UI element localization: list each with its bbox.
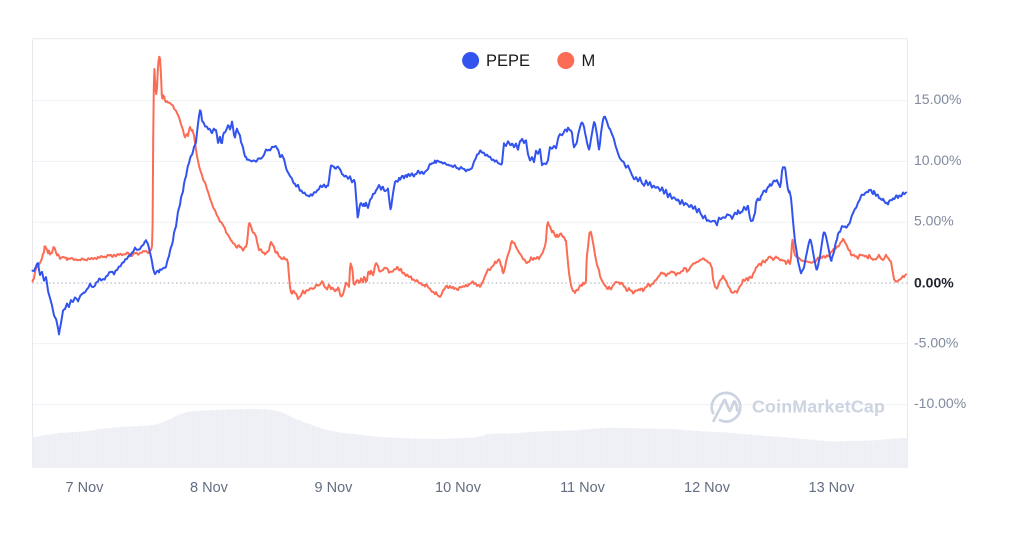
svg-text:15.00%: 15.00%	[914, 91, 961, 107]
svg-text:7 Nov: 7 Nov	[66, 480, 105, 496]
svg-text:10 Nov: 10 Nov	[435, 480, 482, 496]
svg-text:-10.00%: -10.00%	[914, 395, 966, 411]
svg-text:0.00%: 0.00%	[914, 275, 954, 291]
svg-text:PEPE: PEPE	[486, 52, 530, 70]
svg-text:5.00%: 5.00%	[914, 213, 954, 229]
svg-text:-5.00%: -5.00%	[914, 334, 958, 350]
svg-text:M: M	[582, 52, 596, 70]
svg-text:9 Nov: 9 Nov	[315, 480, 354, 496]
svg-text:8 Nov: 8 Nov	[190, 480, 229, 496]
svg-text:13 Nov: 13 Nov	[809, 480, 856, 496]
svg-text:CoinMarketCap: CoinMarketCap	[752, 397, 885, 417]
svg-text:10.00%: 10.00%	[914, 152, 961, 168]
svg-text:12 Nov: 12 Nov	[684, 480, 731, 496]
svg-text:11 Nov: 11 Nov	[560, 480, 606, 496]
